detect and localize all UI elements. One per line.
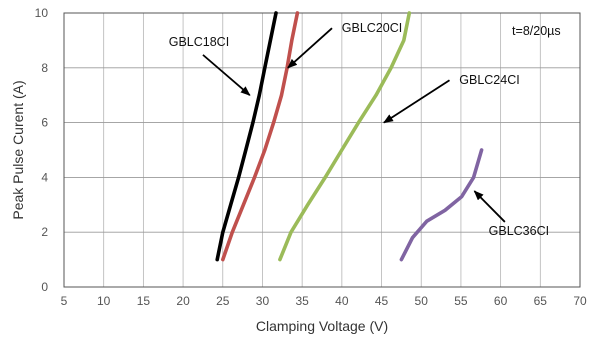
x-tick-label: 40 <box>335 294 349 308</box>
x-tick-label: 10 <box>97 294 111 308</box>
plot-area-border <box>63 12 581 288</box>
series-label-gblc24ci: GBLC24CI <box>459 73 519 87</box>
y-tick-label: 10 <box>35 6 49 20</box>
series-line-gblc18ci <box>215 11 278 262</box>
x-tick-label: 25 <box>216 294 230 308</box>
series-label-gblc36ci: GBLC36CI <box>489 224 549 238</box>
y-axis-label: Peak Pulse Curent (A) <box>10 80 26 219</box>
arrow-gblc24ci <box>383 79 450 124</box>
grid <box>63 12 581 288</box>
y-tick-label: 4 <box>41 170 48 184</box>
x-tick-label: 70 <box>573 294 587 308</box>
y-tick-label: 8 <box>41 61 48 75</box>
x-tick-label: 35 <box>295 294 309 308</box>
x-tick-label: 45 <box>375 294 389 308</box>
x-tick-label: 5 <box>61 294 68 308</box>
x-tick-label: 15 <box>137 294 151 308</box>
series-layer <box>215 11 484 262</box>
arrow-gblc20ci <box>287 27 333 69</box>
arrow-gblc36ci <box>473 190 506 223</box>
x-tick-label: 50 <box>415 294 429 308</box>
x-tick-label: 55 <box>454 294 468 308</box>
x-tick-label: 20 <box>176 294 190 308</box>
y-tick-label: 6 <box>41 116 48 130</box>
y-tick-label: 0 <box>41 280 48 294</box>
series-line-gblc36ci <box>399 148 484 262</box>
x-axis-label: Clamping Voltage (V) <box>256 318 388 334</box>
pulse-condition-label: t=8/20µs <box>512 24 561 38</box>
tick-labels: 5 10 15 20 25 30 35 40 45 50 55 60 65 70 0 2 4 6 8 10 <box>35 6 587 308</box>
y-tick-label: 2 <box>41 225 48 239</box>
series-line-gblc20ci <box>221 11 300 262</box>
annotation-layer: GBLC18CI GBLC20CI GBLC24CI GBLC36CI <box>169 21 549 238</box>
series-line-gblc24ci <box>278 11 412 262</box>
x-tick-label: 30 <box>256 294 270 308</box>
series-label-gblc20ci: GBLC20CI <box>342 21 402 35</box>
x-tick-label: 60 <box>494 294 508 308</box>
series-label-gblc18ci: GBLC18CI <box>169 35 229 49</box>
arrow-gblc18ci <box>202 54 251 96</box>
x-tick-label: 65 <box>534 294 548 308</box>
